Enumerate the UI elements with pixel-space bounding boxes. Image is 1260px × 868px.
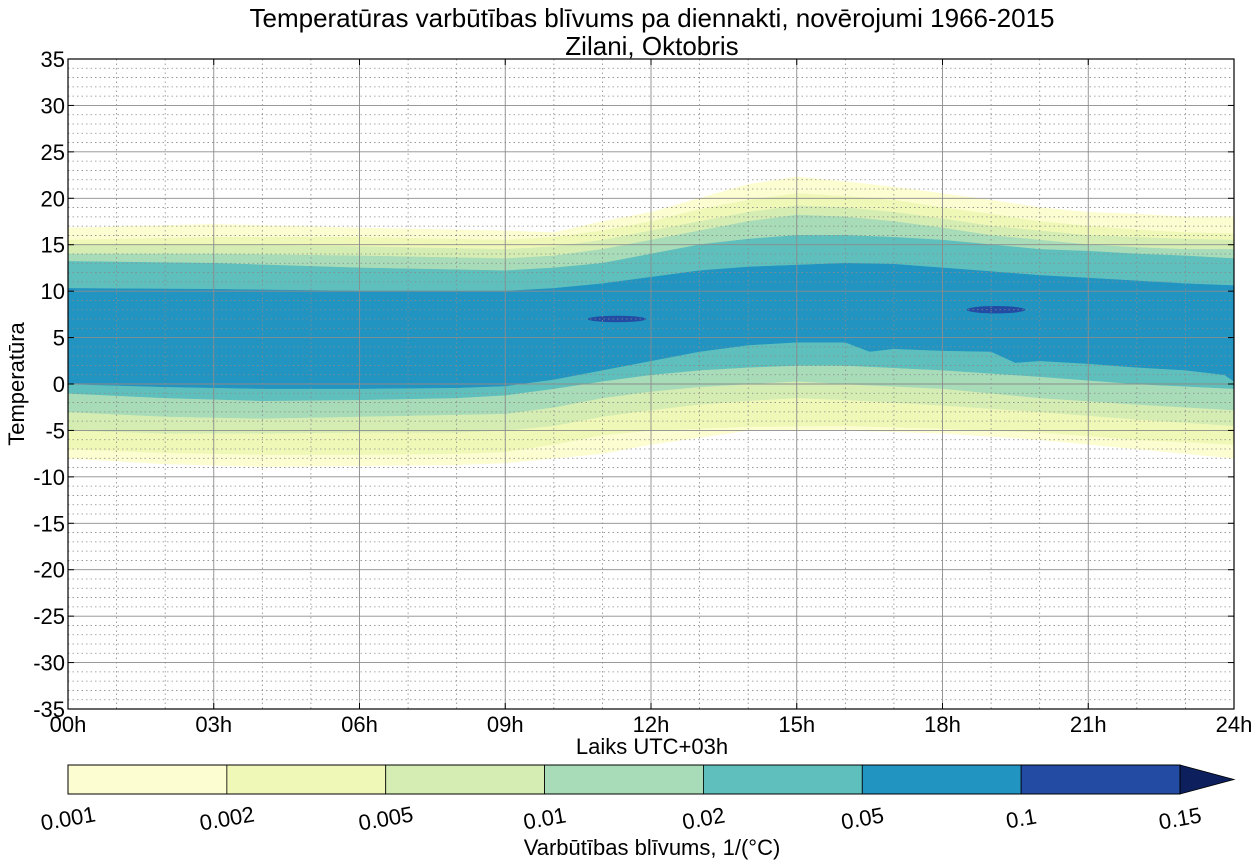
x-tick-label: 00h bbox=[50, 712, 87, 737]
colorbar-tick-label: 0.001 bbox=[39, 801, 98, 835]
colorbar-tick-label: 0.15 bbox=[1157, 802, 1204, 834]
colorbar-tick-label: 0.005 bbox=[357, 801, 416, 835]
x-tick-label: 21h bbox=[1070, 712, 1107, 737]
x-tick-label: 03h bbox=[195, 712, 232, 737]
colorbar-segment-4 bbox=[544, 764, 704, 795]
colorbar-tick-label: 0.02 bbox=[680, 802, 727, 834]
colorbar-segment-3 bbox=[385, 764, 545, 795]
x-tick-label: 06h bbox=[341, 712, 378, 737]
y-tick-label: 30 bbox=[41, 93, 65, 118]
y-axis-label: Temperatūra bbox=[4, 321, 29, 445]
plot-area: 00h 03h 06h 09h 12h 15h 18h 21h 24h 35 30 25 20 15 10 5… bbox=[33, 47, 1252, 737]
y-tick-label: -35 bbox=[33, 697, 65, 722]
chart-title: Temperatūras varbūtības blīvums pa dienn… bbox=[249, 3, 1054, 33]
x-axis-label: Laiks UTC+03h bbox=[576, 734, 728, 759]
colorbar-segment-2 bbox=[226, 764, 387, 795]
colorbar-tick-label: 0.05 bbox=[839, 802, 886, 834]
colorbar-tick-label: 0.1 bbox=[1004, 804, 1038, 834]
x-tick-label: 12h bbox=[633, 712, 670, 737]
x-tick-label: 09h bbox=[487, 712, 524, 737]
colorbar-segment-6 bbox=[861, 764, 1022, 795]
colorbar-frame bbox=[67, 764, 1181, 795]
y-tick-label: 25 bbox=[41, 140, 65, 165]
y-tick-label: -20 bbox=[33, 558, 65, 583]
colorbar-label: Varbūtības blīvums, 1/(°C) bbox=[524, 835, 781, 860]
y-tick-label: -5 bbox=[45, 418, 65, 443]
y-tick-label: 15 bbox=[41, 233, 65, 258]
colorbar-segment-7 bbox=[1020, 764, 1181, 795]
y-tick-label: 0 bbox=[53, 372, 65, 397]
y-tick-label: 5 bbox=[53, 326, 65, 351]
colorbar: 0.001 0.002 0.005 0.01 0.02 0.05 0.1 0.15 bbox=[39, 764, 1236, 836]
x-tick-label: 15h bbox=[778, 712, 815, 737]
colorbar-segment-1 bbox=[67, 764, 228, 795]
y-tick-label: -30 bbox=[33, 651, 65, 676]
y-tick-label: 20 bbox=[41, 186, 65, 211]
high-density-spot-1 bbox=[587, 315, 647, 323]
colorbar-tick-label: 0.01 bbox=[521, 802, 568, 834]
y-tick-label: -15 bbox=[33, 511, 65, 536]
y-tick-label: 35 bbox=[41, 47, 65, 72]
colorbar-extend-arrow bbox=[1179, 764, 1236, 795]
x-tick-label: 24h bbox=[1216, 712, 1253, 737]
chart-subtitle: Zilani, Oktobris bbox=[565, 31, 738, 61]
colorbar-segment-5 bbox=[703, 764, 863, 795]
y-tick-label: -25 bbox=[33, 604, 65, 629]
y-tick-label: 10 bbox=[41, 279, 65, 304]
y-tick-label: -10 bbox=[33, 465, 65, 490]
x-tick-label: 18h bbox=[924, 712, 961, 737]
colorbar-tick-label: 0.002 bbox=[198, 801, 257, 835]
